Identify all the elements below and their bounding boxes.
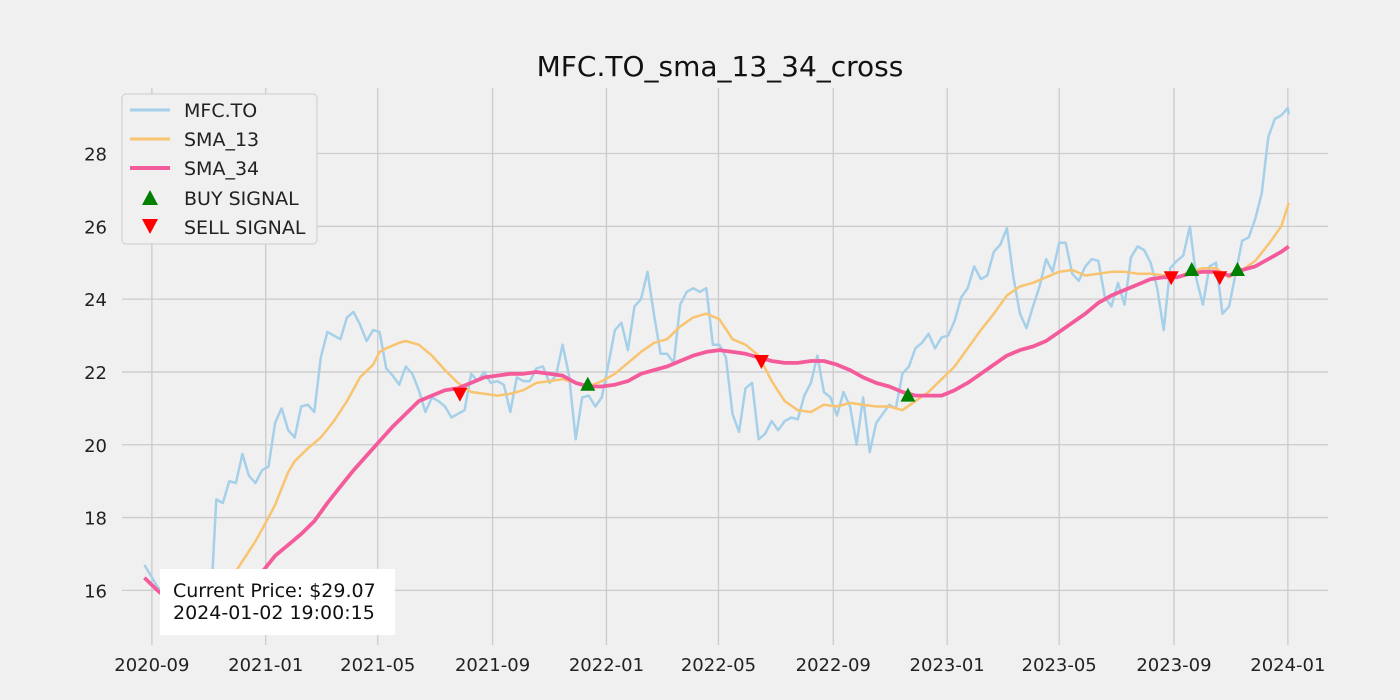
chart-title: MFC.TO_sma_13_34_cross: [537, 50, 904, 83]
buy-signal-marker: [900, 387, 916, 402]
x-tick-label: 2024-01: [1250, 655, 1325, 676]
y-tick-label: 28: [84, 145, 107, 166]
legend-sell-icon: [142, 219, 158, 234]
x-tick-label: 2021-05: [340, 655, 415, 676]
x-tick-label: 2022-01: [569, 655, 644, 676]
x-tick-label: 2023-05: [1022, 655, 1097, 676]
sell-signal-marker: [753, 355, 769, 370]
y-axis: 16 18 20 22 24 26 28: [84, 145, 107, 603]
x-tick-label: 2022-09: [796, 655, 871, 676]
annotation-box: [160, 569, 395, 635]
legend-box: [121, 93, 318, 245]
grid: [122, 88, 1328, 645]
signal-markers: [452, 262, 1245, 402]
legend-label-sell: SELL SIGNAL: [184, 217, 306, 239]
y-tick-label: 24: [84, 290, 107, 311]
sell-signal-marker: [452, 387, 468, 402]
x-tick-label: 2020-09: [114, 655, 189, 676]
x-tick-label: 2021-01: [228, 655, 303, 676]
y-tick-label: 20: [84, 436, 107, 457]
legend: MFC.TO SMA_13 SMA_34 BUY SIGNAL SELL SIG…: [121, 93, 318, 245]
x-tick-label: 2022-05: [681, 655, 756, 676]
legend-label-buy: BUY SIGNAL: [184, 188, 299, 210]
x-axis: 2020-09 2021-01 2021-05 2021-09 2022-01 2022-…: [114, 655, 1325, 676]
buy-signal-marker: [1229, 262, 1245, 277]
price-annotation: Current Price: $29.07 2024-01-02 19:00:1…: [160, 569, 395, 635]
series-line-sma34: [143, 244, 1290, 618]
legend-label-sma13: SMA_13: [184, 129, 259, 151]
series-line-sma13: [215, 202, 1290, 599]
x-tick-label: 2023-01: [910, 655, 985, 676]
buy-signal-marker: [1184, 262, 1200, 277]
buy-signal-marker: [580, 376, 596, 391]
y-tick-label: 16: [84, 581, 107, 602]
x-tick-label: 2021-09: [455, 655, 530, 676]
x-tick-label: 2023-09: [1136, 655, 1211, 676]
y-tick-label: 26: [84, 217, 107, 238]
series-lines: [143, 106, 1291, 629]
series-line-mfc: [143, 106, 1291, 629]
y-tick-label: 18: [84, 509, 107, 530]
y-tick-label: 22: [84, 363, 107, 384]
sell-signal-marker: [1163, 271, 1179, 286]
price-timestamp: 2024-01-02 19:00:15: [173, 602, 375, 624]
legend-label-mfc: MFC.TO: [184, 100, 257, 122]
legend-label-sma34: SMA_34: [184, 158, 259, 180]
legend-buy-icon: [142, 190, 158, 205]
sell-signal-marker: [1212, 271, 1228, 286]
current-price: Current Price: $29.07: [173, 580, 376, 602]
